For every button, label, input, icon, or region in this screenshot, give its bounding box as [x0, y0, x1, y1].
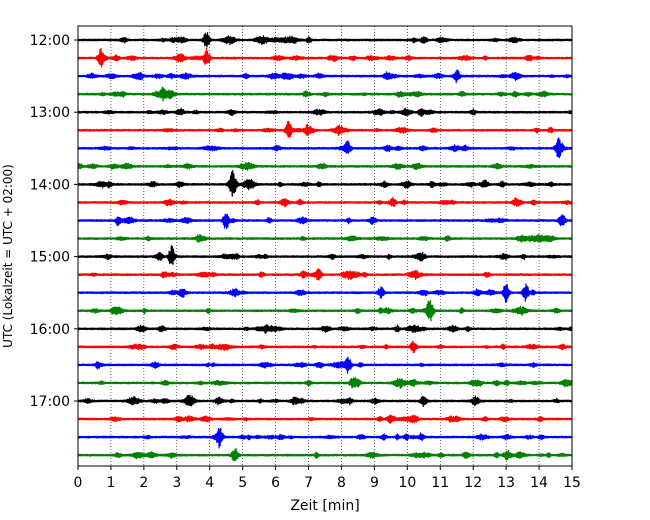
- y-tick-label: 13:00: [30, 105, 70, 121]
- seismic-trace: [77, 245, 573, 266]
- x-tick-label: 9: [370, 475, 379, 491]
- seismic-trace: [77, 170, 573, 197]
- x-axis-ticks: 0 1 2 3 4 5 6 7 8 9 10 11 12 13 14 15: [74, 466, 581, 491]
- x-tick-label: 6: [271, 475, 280, 491]
- y-tick-label: 16:00: [30, 322, 70, 338]
- seismic-traces: [77, 32, 573, 462]
- plot-frame: [77, 25, 573, 467]
- y-axis-label: UTC (Lokalzeit = UTC + 02:00): [1, 164, 15, 348]
- x-tick-label: 12: [464, 475, 482, 491]
- x-tick-label: 10: [398, 475, 416, 491]
- y-tick-label: 15:00: [30, 250, 70, 266]
- x-tick-label: 8: [337, 475, 346, 491]
- x-tick-label: 2: [139, 475, 148, 491]
- x-tick-label: 4: [205, 475, 214, 491]
- x-tick-label: 15: [563, 475, 581, 491]
- x-tick-label: 0: [74, 475, 83, 491]
- y-tick-label: 17:00: [30, 394, 70, 410]
- y-tick-label: 12:00: [30, 33, 70, 49]
- x-tick-label: 3: [172, 475, 181, 491]
- x-tick-label: 13: [497, 475, 515, 491]
- x-tick-label: 1: [106, 475, 115, 491]
- x-axis-label: Zeit [min]: [290, 498, 359, 514]
- seismic-trace: [77, 323, 573, 334]
- grid-lines: [110, 26, 540, 466]
- x-tick-label: 11: [431, 475, 449, 491]
- seismic-trace: [77, 107, 573, 118]
- x-tick-label: 7: [304, 475, 313, 491]
- y-axis-ticks: 12:00 13:00 14:00 15:00 16:00 17:00: [30, 33, 78, 410]
- seismic-trace: [77, 120, 573, 139]
- x-tick-label: 14: [530, 475, 548, 491]
- y-tick-label: 14:00: [30, 177, 70, 193]
- seismic-trace: [77, 213, 573, 230]
- x-tick-label: 5: [238, 475, 247, 491]
- seismic-trace: [77, 427, 573, 449]
